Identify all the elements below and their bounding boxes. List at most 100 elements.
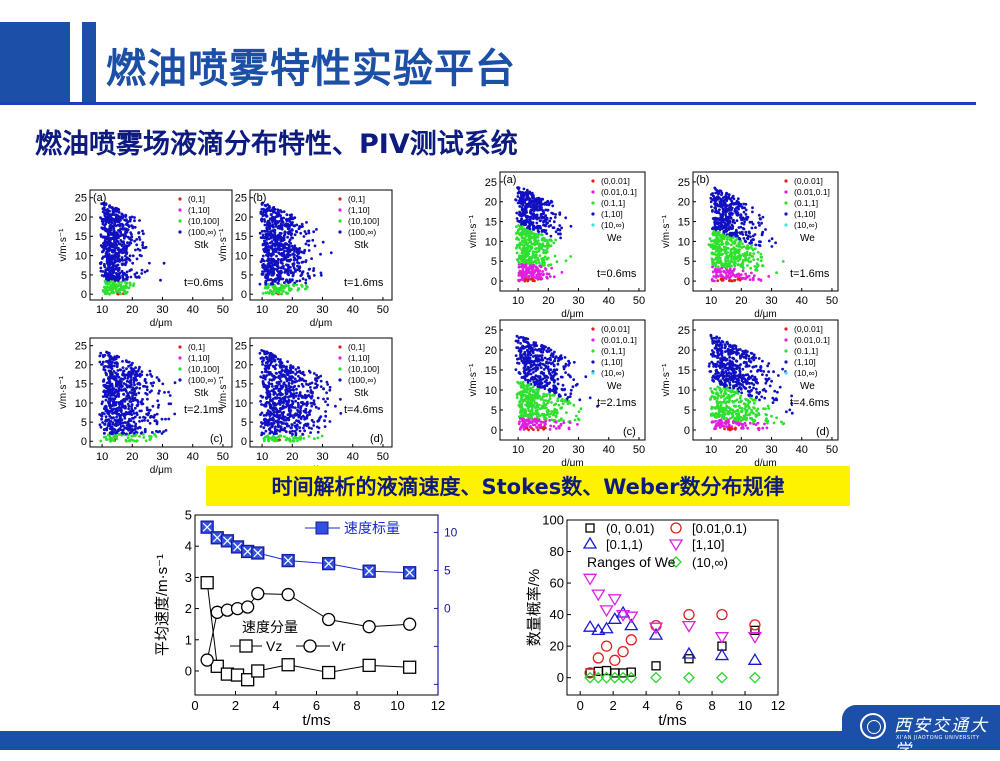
data-point <box>259 352 262 355</box>
data-point <box>775 271 778 274</box>
data-point <box>122 286 125 289</box>
data-point <box>538 225 541 228</box>
x-tick-label: 10 <box>96 304 108 316</box>
data-point <box>733 233 736 236</box>
data-point <box>749 254 752 257</box>
data-point <box>265 291 268 294</box>
data-point <box>270 213 273 216</box>
data-point <box>522 244 525 247</box>
data-point <box>103 244 106 247</box>
data-point <box>125 440 128 443</box>
data-point <box>302 261 305 264</box>
data-point <box>731 224 734 227</box>
data-point <box>104 423 107 426</box>
data-point <box>738 238 741 241</box>
data-point <box>140 272 143 275</box>
data-point <box>528 192 531 195</box>
data-point <box>520 194 523 197</box>
data-point <box>532 221 535 224</box>
data-point <box>288 248 291 251</box>
data-point <box>272 365 275 368</box>
data-point <box>723 270 726 273</box>
data-point <box>535 206 538 209</box>
data-point <box>547 209 550 212</box>
data-point <box>283 435 286 438</box>
legend-marker <box>338 208 341 211</box>
data-point <box>109 259 112 262</box>
data-point <box>767 275 770 278</box>
data-point <box>293 244 296 247</box>
y-tick-label: 20 <box>235 360 247 372</box>
data-point <box>725 199 728 202</box>
data-point <box>284 242 287 245</box>
data-point <box>287 371 290 374</box>
data-point <box>287 274 290 277</box>
data-point <box>754 226 757 229</box>
data-point <box>711 253 714 256</box>
data-point <box>111 222 114 225</box>
data-point <box>111 423 114 426</box>
data-point <box>131 403 134 406</box>
data-point <box>304 423 307 426</box>
data-point <box>531 236 534 239</box>
data-point <box>303 235 306 238</box>
data-point <box>266 413 269 416</box>
data-point <box>270 361 273 364</box>
data-point <box>100 244 103 247</box>
data-point <box>103 436 106 439</box>
data-point <box>739 258 742 261</box>
data-point <box>756 258 759 261</box>
data-point <box>122 393 125 396</box>
legend-label: (10,100] <box>348 364 379 374</box>
data-point <box>311 392 314 395</box>
data-point <box>123 237 126 240</box>
data-point <box>126 380 129 383</box>
data-point <box>276 429 279 432</box>
data-point <box>268 355 271 358</box>
x-tick-label: 10 <box>256 451 268 463</box>
data-point <box>134 407 137 410</box>
data-point <box>306 272 309 275</box>
data-point <box>285 419 288 422</box>
data-point <box>526 194 529 197</box>
data-point <box>272 211 275 214</box>
data-point <box>277 358 280 361</box>
legend-label: (10,100] <box>348 216 379 226</box>
x-tick-label: 50 <box>826 295 838 307</box>
data-point <box>722 210 725 213</box>
data-point <box>276 260 279 263</box>
data-point <box>273 432 276 435</box>
data-point <box>266 401 269 404</box>
data-point <box>532 228 535 231</box>
data-point <box>102 395 105 398</box>
data-point <box>527 247 530 250</box>
data-point <box>729 217 732 220</box>
data-point <box>722 196 725 199</box>
data-point <box>109 356 112 359</box>
data-point <box>273 234 276 237</box>
data-point <box>312 230 315 233</box>
data-point <box>324 410 327 413</box>
data-point <box>282 428 285 431</box>
data-point <box>117 390 120 393</box>
data-point <box>142 385 145 388</box>
data-point <box>174 381 177 384</box>
data-point <box>284 406 287 409</box>
data-point <box>124 259 127 262</box>
data-point <box>557 233 560 236</box>
data-point <box>123 369 126 372</box>
data-point <box>126 271 129 274</box>
data-point <box>152 405 155 408</box>
data-point <box>304 260 307 263</box>
data-point <box>147 414 150 417</box>
legend-label: (1,10] <box>794 209 816 219</box>
data-point <box>761 234 764 237</box>
data-point <box>291 237 294 240</box>
data-point <box>265 287 268 290</box>
data-point <box>119 416 122 419</box>
data-point <box>133 240 136 243</box>
data-point <box>308 435 311 438</box>
data-point <box>110 410 113 413</box>
data-point <box>129 432 132 435</box>
